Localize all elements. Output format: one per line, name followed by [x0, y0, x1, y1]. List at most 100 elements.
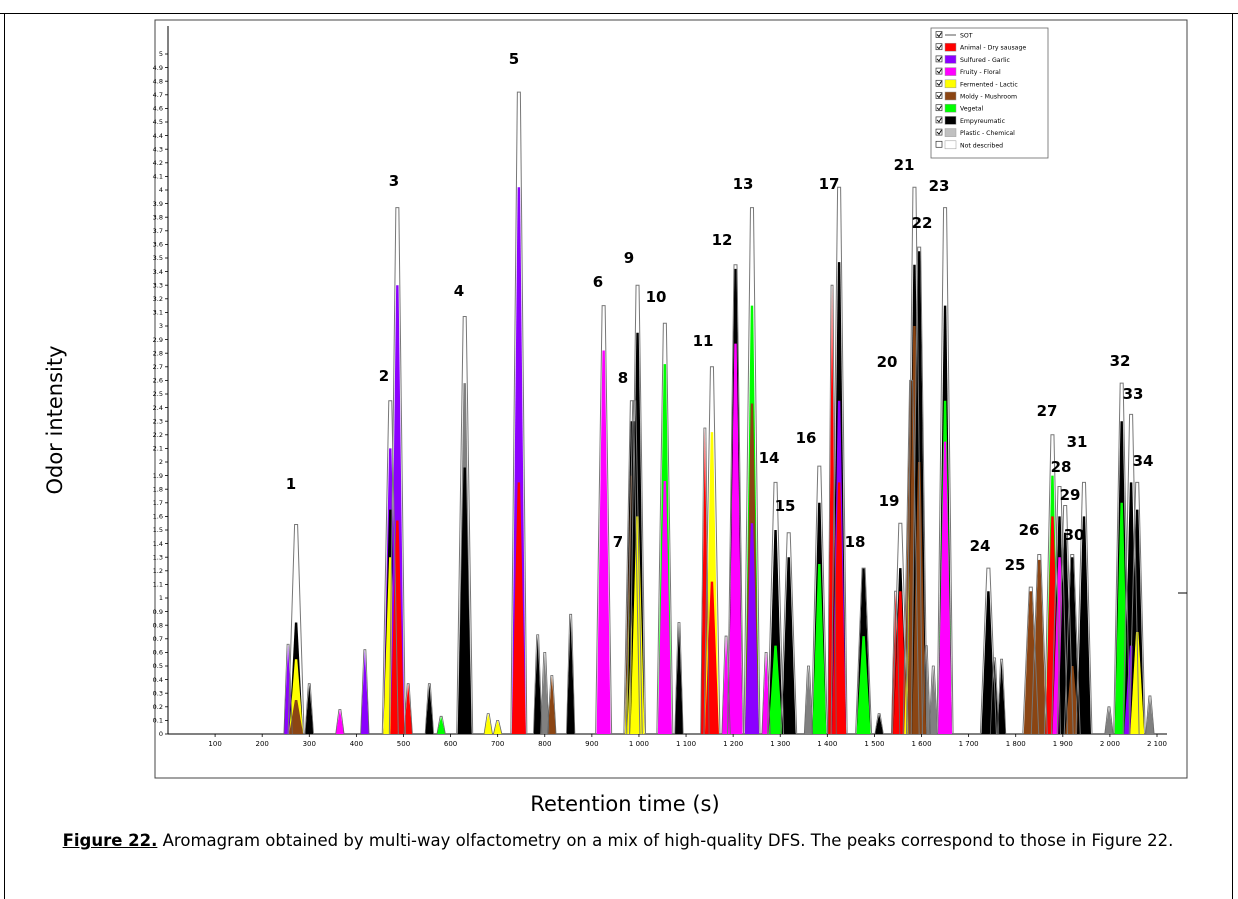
legend-label: SOT	[960, 33, 973, 40]
sot-trace-minor	[996, 658, 1007, 735]
y-tick-label: 1	[159, 594, 163, 602]
frame-right-border	[1232, 13, 1233, 899]
x-tick-label: 800	[538, 740, 551, 748]
minor-peak	[360, 649, 370, 734]
x-tick-label: 1 800	[1006, 740, 1026, 748]
peak-label: 20	[877, 353, 898, 371]
sot-trace-minor	[436, 715, 446, 735]
y-tick-label: 4.7	[153, 91, 163, 99]
sot-trace-minor	[533, 634, 543, 735]
sot-trace	[1056, 505, 1074, 735]
peak-label: 9	[624, 249, 634, 267]
legend-checkbox	[935, 43, 943, 51]
minor-peak	[283, 644, 293, 734]
figure-label: Figure 22.	[62, 831, 158, 850]
sot-trace	[703, 366, 721, 735]
peak-segment	[1032, 559, 1047, 734]
y-tick-label: 4.5	[153, 118, 163, 126]
legend-check-icon	[936, 81, 942, 87]
legend-swatch	[944, 140, 957, 150]
legend-checkbox	[935, 128, 943, 136]
minor-peak	[540, 652, 549, 734]
peak-label: 19	[879, 492, 900, 510]
x-axis-title: Retention time (s)	[530, 792, 720, 816]
sot-trace	[1063, 553, 1081, 735]
legend-label: Moldy - Mushroom	[960, 94, 1017, 101]
minor-peak	[403, 683, 413, 734]
minor-peak	[929, 666, 938, 734]
peak-segment	[511, 482, 526, 734]
sot-trace-minor	[403, 683, 413, 735]
peak-segment	[289, 700, 304, 734]
y-tick-label: 0.3	[153, 689, 163, 697]
sot-trace	[656, 322, 674, 735]
y-tick-label: 0.1	[153, 717, 163, 725]
minor-peak	[997, 659, 1006, 734]
y-tick-label: 0.6	[153, 649, 163, 657]
legend-label: Vegetal	[960, 106, 984, 113]
frame-top-border	[0, 13, 1238, 14]
y-tick-label: 3	[159, 322, 163, 330]
legend-check-icon	[936, 129, 942, 135]
minor-peak	[305, 683, 314, 734]
sot-trace-minor	[1145, 695, 1155, 735]
y-tick-label: 3.7	[153, 227, 163, 235]
sot-trace-minor	[493, 720, 503, 735]
peak-label: 1	[286, 475, 296, 493]
minor-peak	[674, 622, 684, 734]
y-tick-label: 1.1	[153, 581, 163, 589]
sot-trace	[1128, 481, 1146, 735]
y-tick-label: 2.5	[153, 390, 163, 398]
legend-check-icon	[936, 105, 942, 111]
sot-trace-minor	[335, 709, 345, 735]
y-tick-label: 2	[159, 458, 163, 466]
legend-swatch	[944, 116, 957, 125]
sot-trace	[1075, 481, 1093, 735]
minor-peak	[566, 614, 575, 734]
sot-trace	[1122, 413, 1140, 735]
legend-checkbox	[935, 104, 943, 112]
sot-trace-minor	[989, 657, 1000, 735]
x-tick-label: 400	[350, 740, 363, 748]
y-tick-label: 0	[159, 730, 163, 738]
sot-trace-minor	[874, 713, 884, 735]
figure-caption: Figure 22. Aromagram obtained by multi-w…	[18, 828, 1218, 853]
peak-label: 5	[509, 50, 519, 68]
peak-labels: 1234567891011121314151617181920212223242…	[286, 50, 1154, 574]
y-tick-label: 3.8	[153, 213, 163, 221]
x-tick-label: 600	[444, 740, 457, 748]
y-tick-label: 3.6	[153, 241, 163, 249]
y-tick-label: 2.9	[153, 336, 163, 344]
y-tick-label: 3.4	[153, 268, 163, 276]
peak-segment	[1130, 632, 1145, 734]
x-tick-label: 2 100	[1147, 740, 1167, 748]
legend-swatch	[944, 103, 957, 113]
legend-checkbox	[935, 79, 943, 87]
legend-label: Fermented - Lactic	[960, 81, 1018, 88]
legend-swatch	[944, 128, 957, 137]
sot-trace	[810, 465, 828, 735]
legend-check-icon	[936, 56, 942, 62]
minor-peak	[335, 709, 345, 734]
peak-label: 32	[1110, 352, 1131, 370]
peak-label: 28	[1051, 458, 1072, 476]
x-tick-label: 1 000	[629, 740, 649, 748]
legend-check-icon	[936, 32, 942, 38]
sot-trace	[780, 532, 798, 735]
peak-segment	[596, 350, 611, 734]
sot-trace	[936, 207, 954, 735]
sot-trace	[287, 524, 305, 735]
peak-segment	[781, 557, 796, 734]
peak-label: 2	[379, 367, 389, 385]
y-tick-label: 2.2	[153, 431, 163, 439]
sot-trace	[1043, 434, 1061, 735]
minor-peak	[484, 713, 493, 734]
peak-label: 10	[646, 288, 667, 306]
legend-check-icon	[936, 93, 942, 99]
x-tick-label: 2 000	[1100, 740, 1120, 748]
legend-swatch	[944, 42, 957, 52]
legend-label: Fruity - Floral	[960, 69, 1001, 76]
sot-trace-minor	[424, 683, 434, 735]
sot-trace-minor	[803, 665, 814, 735]
y-tick-label: 4.4	[153, 132, 163, 140]
